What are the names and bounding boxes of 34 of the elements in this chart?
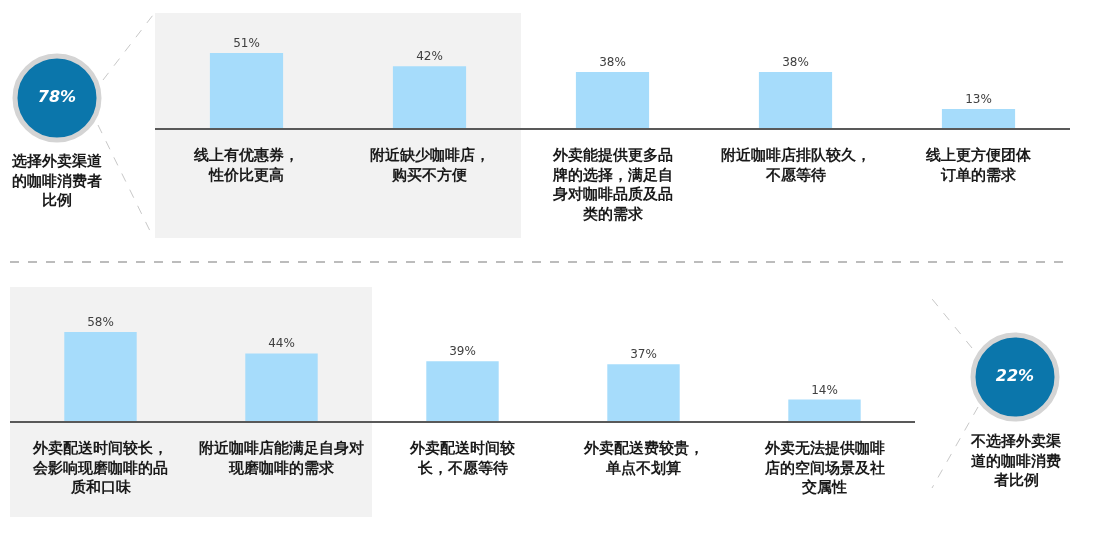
data-label: 39%: [449, 344, 476, 359]
data-label: 38%: [599, 55, 626, 70]
data-label: 42%: [416, 49, 443, 64]
x-tick-label: 外卖配送时间较长，会影响现磨咖啡的品质和口味: [32, 439, 168, 496]
x-tick-label: 附近咖啡店排队较久，不愿等待: [720, 146, 871, 184]
bar: [426, 361, 499, 421]
text: 不选择外卖渠道的咖啡消费者比例: [970, 432, 1061, 489]
data-label: 44%: [268, 336, 295, 351]
x-tick-label: 附近咖啡店能满足自身对现磨咖啡的需求: [199, 439, 364, 477]
data-label: 78%: [37, 87, 77, 106]
data-label: 58%: [87, 315, 114, 329]
data-label: 38%: [782, 55, 809, 70]
x-tick-label: 线上有优惠券，性价比更高: [193, 146, 299, 184]
data-label: 14%: [811, 382, 838, 397]
x-tick-label: 外卖配送费较贵，单点不划算: [582, 439, 704, 477]
data-label: 22%: [995, 366, 1035, 385]
text: 选择外卖渠道的咖啡消费者比例: [11, 152, 103, 209]
bar: [209, 53, 284, 128]
bar: [788, 399, 861, 421]
bar: [392, 66, 467, 128]
bar: [941, 108, 1016, 128]
x-tick-label: 线上更方便团体订单的需求: [925, 146, 1032, 184]
x-tick-label: 外卖能提供更多品牌的选择，满足自身对咖啡品质及品类的需求: [551, 146, 673, 223]
x-tick-label: 外卖无法提供咖啡店的空间场景及社交属性: [763, 439, 885, 496]
bar: [575, 72, 650, 128]
bar: [607, 364, 680, 421]
data-label: 51%: [233, 36, 260, 50]
data-label: 37%: [630, 347, 657, 362]
bar: [64, 332, 137, 421]
data-label: 13%: [965, 91, 992, 106]
x-tick-label: 外卖配送时间较长，不愿等待: [409, 439, 516, 477]
bar: [758, 72, 833, 128]
bar: [245, 353, 318, 421]
x-tick-label: 附近缺少咖啡店，购买不方便: [369, 146, 490, 184]
